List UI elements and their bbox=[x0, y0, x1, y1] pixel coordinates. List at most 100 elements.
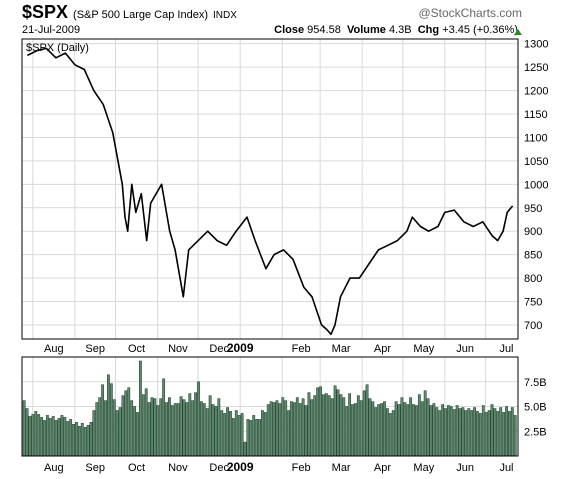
volume-bar bbox=[281, 397, 285, 457]
volume-bar bbox=[380, 403, 383, 457]
volume-bar bbox=[397, 404, 401, 457]
volume-bar bbox=[298, 403, 302, 457]
volume-x-tick-label: Apr bbox=[374, 462, 391, 474]
volume-bar bbox=[188, 393, 192, 457]
close-label: Close bbox=[274, 24, 305, 36]
volume-bar bbox=[444, 408, 447, 457]
price-legend: $SPX (Daily) bbox=[26, 42, 89, 54]
volume-bar bbox=[37, 414, 41, 457]
volume-bar bbox=[101, 384, 105, 457]
volume-bar bbox=[255, 419, 259, 457]
volume-bar bbox=[211, 404, 215, 457]
volume-bar bbox=[383, 401, 386, 457]
volume-bar bbox=[365, 384, 369, 457]
volume-bar bbox=[261, 410, 264, 457]
volume-bar bbox=[194, 392, 198, 457]
index-name: (S&P 500 Large Cap Index) bbox=[73, 9, 208, 21]
volume-bar bbox=[447, 405, 450, 457]
volume-bar bbox=[226, 407, 229, 457]
volume-bar bbox=[307, 392, 311, 457]
price-y-tick-label: 1250 bbox=[524, 62, 548, 74]
volume-bar bbox=[263, 412, 267, 457]
volume-bar bbox=[43, 420, 46, 457]
price-x-tick-label: Oct bbox=[128, 343, 145, 355]
price-y-tick-label: 1000 bbox=[524, 179, 548, 191]
up-triangle-icon bbox=[514, 29, 522, 35]
price-x-tick-label: Jul bbox=[499, 343, 513, 355]
volume-bar bbox=[138, 360, 142, 457]
price-x-tick-label: Dec bbox=[209, 343, 229, 355]
chart-header: $SPX (S&P 500 Large Cap Index) INDX @Sto… bbox=[0, 0, 576, 36]
volume-x-tick-label: Dec bbox=[209, 462, 229, 474]
volume-bar bbox=[258, 419, 261, 457]
volume-bar bbox=[354, 403, 357, 457]
price-x-tick-label: Mar bbox=[332, 343, 351, 355]
volume-bar bbox=[423, 390, 427, 457]
volume-bar bbox=[144, 388, 148, 457]
volume-x-tick-label: 2009 bbox=[227, 460, 254, 474]
volume-label: Volume bbox=[346, 24, 386, 36]
volume-bar bbox=[220, 410, 224, 457]
price-panel-frame bbox=[21, 38, 519, 340]
volume-bar bbox=[48, 418, 52, 457]
volume-bar bbox=[467, 408, 471, 457]
volume-x-tick-label: Jul bbox=[499, 462, 513, 474]
volume-x-tick-label: May bbox=[413, 462, 434, 474]
volume-bar bbox=[159, 398, 163, 457]
volume-bar bbox=[153, 398, 157, 457]
volume-bar bbox=[348, 393, 352, 457]
volume-bar bbox=[388, 413, 392, 457]
price-y-tick-label: 700 bbox=[524, 320, 542, 332]
price-grid bbox=[22, 39, 518, 339]
volume-bar bbox=[121, 395, 125, 457]
volume-bar bbox=[86, 425, 90, 457]
volume-bar bbox=[77, 426, 81, 457]
price-x-tick-label: Nov bbox=[168, 343, 188, 355]
volume-bar bbox=[240, 413, 244, 457]
volume-bar bbox=[322, 394, 325, 457]
volume-bar bbox=[420, 401, 424, 457]
title: $SPX (S&P 500 Large Cap Index) INDX bbox=[22, 2, 237, 23]
volume-bar bbox=[278, 403, 282, 457]
price-y-axis-labels: 1300 1250 1200 1150 1100 1050 1000 950 900 850 800… bbox=[524, 39, 548, 332]
volume-bar bbox=[461, 407, 465, 457]
volume-x-tick-label: Mar bbox=[332, 462, 351, 474]
volume-bar bbox=[31, 414, 35, 457]
price-x-tick-label: Sep bbox=[85, 343, 105, 355]
volume-bar bbox=[330, 398, 334, 457]
exchange: INDX bbox=[213, 10, 237, 21]
volume-bar bbox=[165, 402, 168, 457]
volume-bar bbox=[130, 400, 134, 457]
volume-bar bbox=[107, 374, 110, 457]
volume-bar bbox=[496, 411, 500, 457]
volume-bar bbox=[197, 381, 200, 457]
volume-bar bbox=[342, 397, 346, 457]
volume-bar bbox=[246, 419, 250, 457]
volume-bar bbox=[513, 415, 517, 457]
volume-bar bbox=[136, 412, 139, 457]
volume-bar bbox=[182, 399, 186, 457]
volume-x-tick-label: Sep bbox=[85, 462, 105, 474]
volume-bar bbox=[269, 401, 273, 457]
stats-line: Close 954.58 Volume 4.3B Chg +3.45 (+0.3… bbox=[274, 24, 518, 36]
volume-bar bbox=[319, 386, 322, 457]
volume-bar bbox=[452, 409, 456, 457]
volume-bar bbox=[432, 403, 436, 457]
volume-bar bbox=[455, 405, 459, 457]
volume-bar bbox=[412, 404, 415, 457]
price-x-tick-label: May bbox=[413, 343, 434, 355]
price-y-tick-label: 850 bbox=[524, 250, 542, 262]
price-x-tick-label: Feb bbox=[292, 343, 311, 355]
volume-bar bbox=[400, 397, 404, 457]
volume-x-tick-label: Feb bbox=[292, 462, 311, 474]
volume-bar bbox=[510, 407, 514, 457]
volume-bar bbox=[25, 408, 29, 457]
volume-bar bbox=[499, 407, 503, 457]
volume-bar bbox=[252, 415, 256, 457]
volume-bar bbox=[368, 398, 372, 457]
price-y-tick-label: 1300 bbox=[524, 39, 548, 51]
price-x-tick-label: Jun bbox=[456, 343, 474, 355]
date-label: 21-Jul-2009 bbox=[22, 24, 81, 36]
price-y-tick-label: 900 bbox=[524, 226, 542, 238]
